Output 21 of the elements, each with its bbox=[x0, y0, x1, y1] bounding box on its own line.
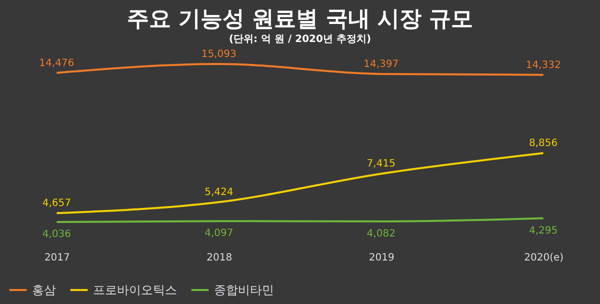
chart-title: 주요 기능성 원료별 국내 시장 규모 bbox=[126, 7, 474, 32]
data-label: 7,415 bbox=[366, 158, 396, 170]
data-label: 4,295 bbox=[529, 225, 558, 236]
x-tick-label: 2018 bbox=[206, 252, 232, 264]
x-tick-label: 2017 bbox=[44, 252, 70, 264]
legend-label: 프로바이오틱스 bbox=[93, 283, 177, 297]
data-label: 4,657 bbox=[42, 198, 71, 210]
data-label: 5,424 bbox=[204, 187, 234, 198]
data-label: 8,856 bbox=[529, 138, 558, 150]
legend-label: 종합비타민 bbox=[214, 283, 274, 297]
data-label: 14,397 bbox=[364, 58, 399, 70]
data-label: 4,082 bbox=[366, 228, 396, 240]
data-label: 15,093 bbox=[201, 49, 236, 60]
data-label: 14,332 bbox=[526, 60, 561, 71]
legend-label: 홍삼 bbox=[32, 283, 56, 297]
chart-subtitle: (단위: 억 원 / 2020년 추정치) bbox=[228, 34, 372, 45]
data-label: 14,476 bbox=[39, 58, 74, 69]
x-tick-label: 2020(e) bbox=[524, 252, 564, 264]
data-label: 4,036 bbox=[42, 229, 71, 240]
x-tick-label: 2019 bbox=[368, 252, 394, 264]
data-label: 4,097 bbox=[204, 228, 234, 240]
